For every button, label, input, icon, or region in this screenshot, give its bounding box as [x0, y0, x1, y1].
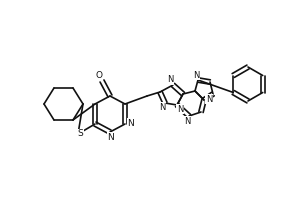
Text: N: N — [184, 116, 190, 126]
Text: N: N — [206, 95, 212, 104]
Text: N: N — [128, 118, 134, 128]
Text: N: N — [193, 71, 199, 79]
Text: N: N — [167, 75, 173, 84]
Text: N: N — [177, 104, 183, 114]
Text: N: N — [108, 132, 114, 142]
Text: S: S — [77, 130, 83, 138]
Text: O: O — [95, 71, 103, 79]
Text: N: N — [159, 102, 165, 112]
